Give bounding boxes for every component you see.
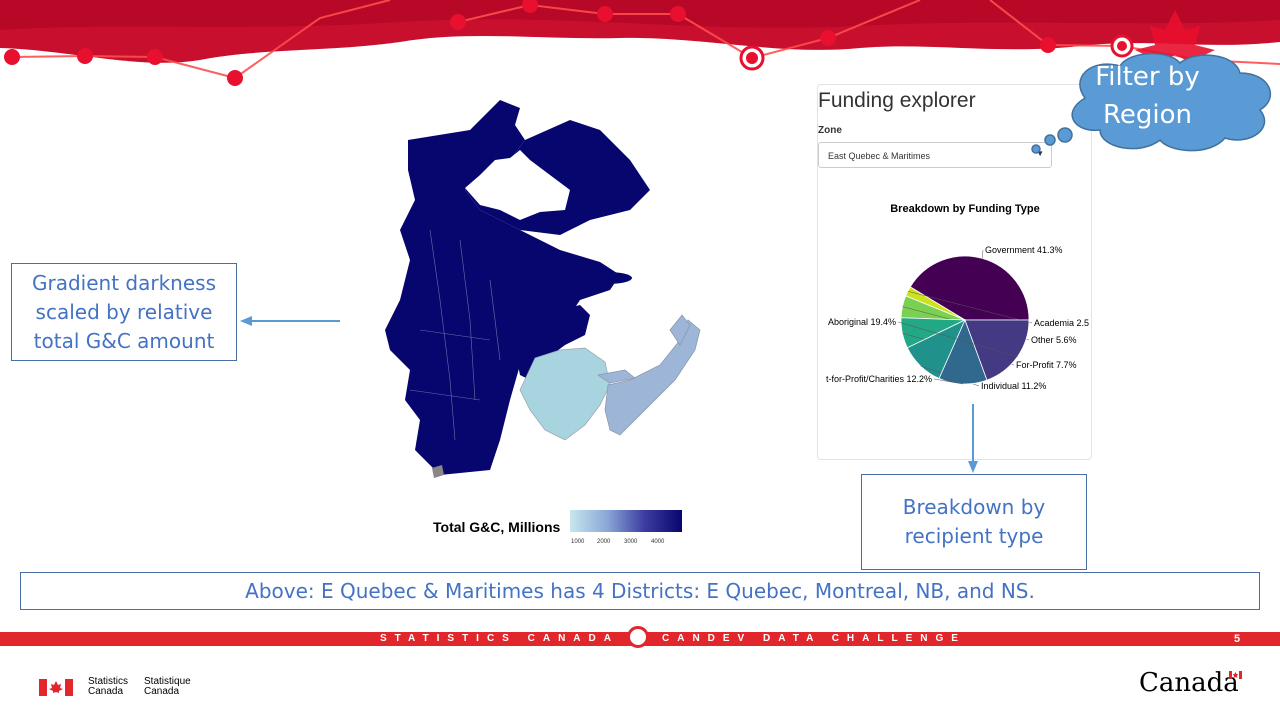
pie-label: Other 5.6% [1031, 335, 1077, 345]
filter-text-line: Region [1102, 100, 1192, 130]
legend-tick: 3000 [624, 539, 638, 545]
pie-title: Breakdown by Funding Type [890, 203, 1040, 215]
wordmark-flag-icon [1229, 671, 1242, 679]
stats-fr-line: Canada [144, 686, 180, 697]
footer-left-text: STATISTICS CANADA [380, 633, 619, 644]
legend-tick: 2000 [597, 539, 611, 545]
pie-label: For-Profit 7.7% [1016, 360, 1077, 370]
pie-label: Academia 2.5 [1034, 318, 1089, 328]
filter-text-line: Filter by [1095, 62, 1200, 92]
pie-leader-line [907, 291, 1033, 324]
stats-en-line: Statistics [88, 676, 129, 687]
pie-slice-government [909, 255, 1030, 321]
pie-slice-aboriginal [964, 319, 1030, 381]
legend-title: Total G&C, Millions [433, 519, 561, 535]
zone-select[interactable]: East Quebec & Maritimes ▼ [818, 142, 1052, 168]
stats-can-en: Statistics Canada [88, 677, 128, 697]
zone-select-value: East Quebec & Maritimes [828, 151, 931, 161]
map-region-ns [604, 319, 701, 436]
map-region-east-quebec [385, 100, 620, 475]
breakdown-callout: Breakdown by recipient type [861, 474, 1087, 570]
zone-label: Zone [818, 125, 842, 136]
stats-can-fr: Statistique Canada [144, 677, 191, 697]
stats-en-line: Canada [88, 686, 124, 697]
footer-right-text: CANDEV DATA CHALLENGE [662, 633, 966, 644]
footer-circle-icon [627, 626, 649, 648]
summary-callout: Above: E Quebec & Maritimes has 4 Distri… [20, 572, 1260, 610]
pie-label: Individual 11.2% [981, 381, 1046, 391]
page-number: 5 [1234, 633, 1241, 645]
filter-cloud-text: Filter by Region [1080, 58, 1215, 134]
gradient-callout: Gradient darkness scaled by relative tot… [11, 263, 237, 361]
pie-label: Aboriginal 19.4% [828, 317, 896, 327]
canada-flag-icon [39, 679, 73, 696]
legend-tick: 1000 [571, 539, 585, 545]
legend-gradient [570, 510, 682, 532]
pie-leader-line [981, 249, 984, 259]
funding-pie-chart: Government 41.3% Academia 2.5 Other 5.6% Fo… [826, 245, 1089, 391]
header-banner [0, 0, 1280, 86]
canada-wordmark: Canada [1139, 668, 1239, 698]
legend-tick: 4000 [651, 539, 665, 545]
map-region-nb [519, 347, 611, 441]
pie-leader-line [933, 378, 963, 385]
stats-fr-line: Statistique [144, 676, 191, 687]
filter-cloud [1031, 52, 1272, 154]
district-map [385, 100, 701, 478]
panel-title: Funding explorer [818, 89, 976, 112]
chevron-down-icon: ▼ [1036, 149, 1044, 158]
pie-label: t-for-Profit/Charities 12.2% [826, 374, 932, 384]
pie-leader-line [897, 321, 1018, 357]
pie-label: Government 41.3% [985, 245, 1063, 255]
